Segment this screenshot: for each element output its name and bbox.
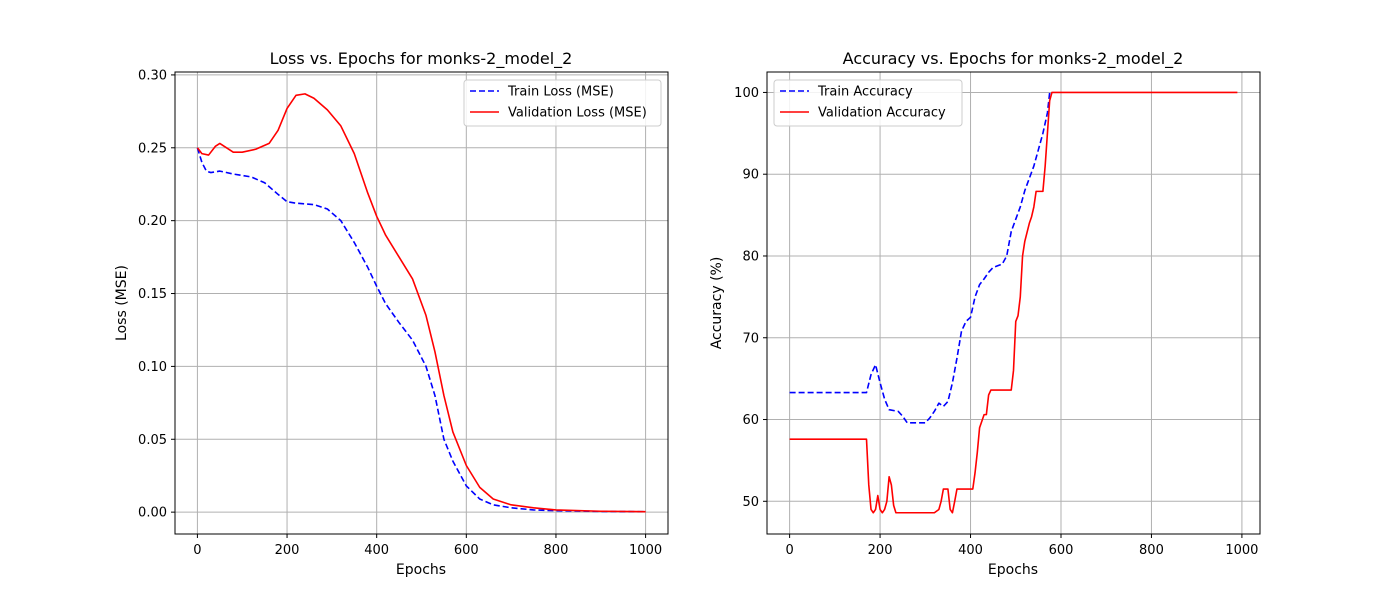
loss-xtick-label: 400 [364, 543, 389, 558]
loss-chart-xlabel: Epochs [396, 562, 446, 578]
accuracy-chart-ylabel: Accuracy (%) [709, 257, 725, 350]
loss-ytick-label: 0.15 [138, 287, 167, 302]
loss-chart-panel: Loss vs. Epochs for monks-2_model_2 Epoc… [114, 49, 669, 578]
accuracy-chart-panel: Accuracy vs. Epochs for monks-2_model_2 … [709, 49, 1261, 578]
accuracy-series-line-validation [789, 91, 1238, 514]
loss-ytick-label: 0.00 [138, 506, 167, 521]
loss-chart-title: Loss vs. Epochs for monks-2_model_2 [270, 49, 573, 69]
accuracy-chart-title: Accuracy vs. Epochs for monks-2_model_2 [843, 49, 1184, 69]
accuracy-xtick-label: 1000 [1225, 543, 1258, 558]
loss-xtick-label: 600 [454, 543, 479, 558]
loss-legend-box [463, 79, 662, 127]
accuracy-xtick-label: 400 [958, 543, 983, 558]
loss-ytick-label: 0.25 [138, 141, 167, 156]
accuracy-series-line-train [789, 92, 1051, 424]
accuracy-legend-label-validation: Validation Accuracy [818, 106, 946, 121]
accuracy-chart-xlabel: Epochs [988, 562, 1038, 578]
loss-legend-label-validation: Validation Loss (MSE) [508, 106, 647, 121]
loss-legend-label-train: Train Loss (MSE) [507, 85, 614, 100]
accuracy-xtick-label: 800 [1139, 543, 1164, 558]
accuracy-legend: Train Accuracy Validation Accuracy [773, 79, 963, 127]
loss-ytick-label: 0.30 [138, 68, 167, 83]
accuracy-ytick-label: 80 [742, 249, 759, 264]
loss-series-line-train [196, 147, 646, 513]
loss-ytick-label: 0.20 [138, 214, 167, 229]
loss-plot-frame [174, 71, 669, 535]
accuracy-xtick-label: 200 [868, 543, 893, 558]
accuracy-ytick-label: 90 [742, 168, 759, 183]
loss-ytick-label: 0.10 [138, 360, 167, 375]
loss-xtick-label: 200 [275, 543, 300, 558]
accuracy-plot-frame [766, 71, 1261, 535]
accuracy-legend-label-train: Train Accuracy [817, 85, 913, 100]
accuracy-ytick-label: 50 [742, 495, 759, 510]
loss-chart-ylabel: Loss (MSE) [114, 265, 130, 341]
loss-xtick-label: 1000 [629, 543, 662, 558]
accuracy-ytick-label: 100 [734, 86, 759, 101]
accuracy-xtick-label: 600 [1049, 543, 1074, 558]
accuracy-legend-box [773, 79, 963, 127]
accuracy-ytick-label: 70 [742, 331, 759, 346]
loss-legend: Train Loss (MSE) Validation Loss (MSE) [463, 79, 662, 127]
accuracy-xtick-label: 0 [785, 543, 793, 558]
loss-ytick-label: 0.05 [138, 433, 167, 448]
loss-xtick-label: 800 [544, 543, 569, 558]
loss-series-line-validation [196, 93, 646, 513]
accuracy-ytick-label: 60 [742, 413, 759, 428]
loss-xtick-label: 0 [193, 543, 201, 558]
